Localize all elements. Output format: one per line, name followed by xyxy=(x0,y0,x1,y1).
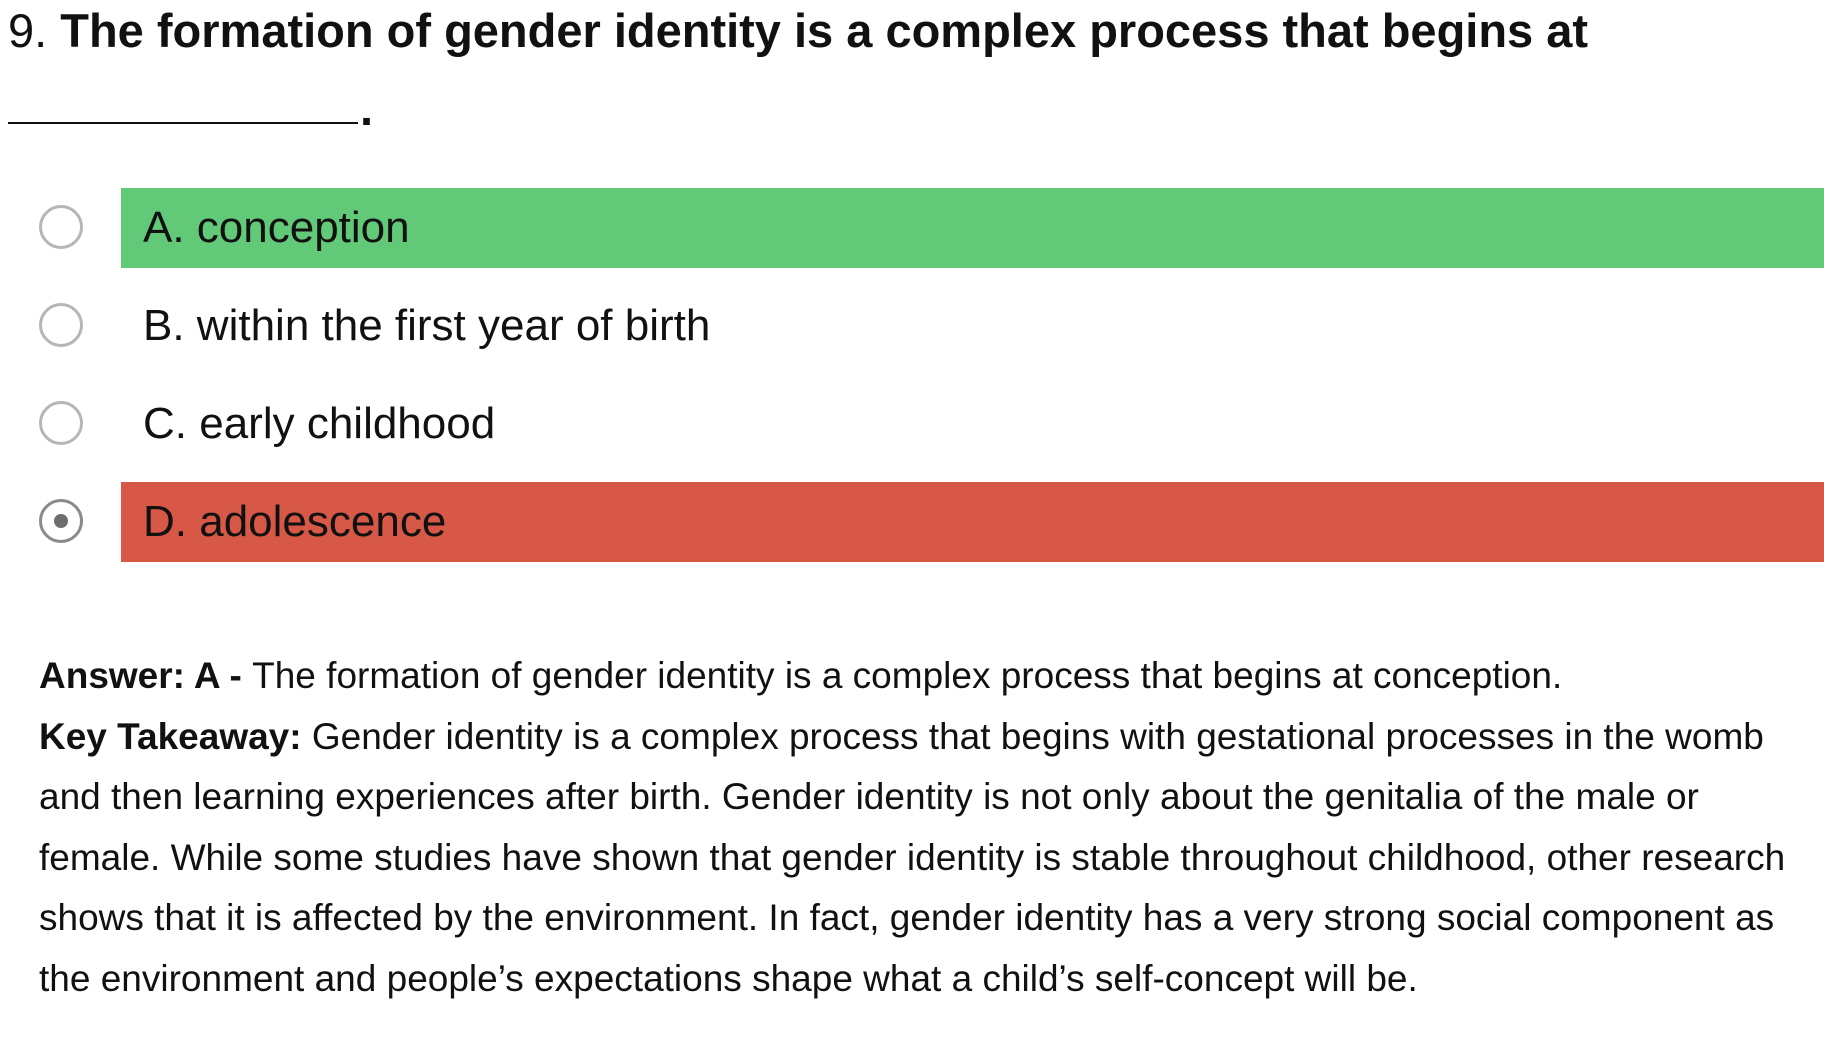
option-d-label[interactable]: D. adolescence xyxy=(143,497,447,546)
takeaway-text: Gender identity is a complex process tha… xyxy=(39,715,1786,999)
option-c-label[interactable]: C. early childhood xyxy=(143,399,496,448)
radio-option-c[interactable] xyxy=(39,401,83,445)
radio-option-a[interactable] xyxy=(39,205,83,249)
option-d-wrong-highlight xyxy=(121,482,1824,562)
question-period: . xyxy=(360,82,374,135)
question-number: 9. xyxy=(8,4,61,57)
answer-text: The formation of gender identity is a co… xyxy=(252,655,1563,696)
radio-option-b[interactable] xyxy=(39,303,83,347)
option-a-correct-highlight xyxy=(121,188,1824,268)
option-a-label[interactable]: A. conception xyxy=(143,203,410,252)
question-text: The formation of gender identity is a co… xyxy=(60,4,1589,57)
answer-blank-line xyxy=(8,122,358,124)
radio-selected-dot-icon xyxy=(54,514,68,528)
option-a[interactable]: A. conception xyxy=(0,188,1824,268)
option-b[interactable]: B. within the first year of birth xyxy=(0,286,1824,366)
radio-option-d-selected[interactable] xyxy=(39,499,83,543)
option-c[interactable]: C. early childhood xyxy=(0,384,1824,464)
question: 9. The formation of gender identity is a… xyxy=(8,0,1798,62)
option-d[interactable]: D. adolescence xyxy=(0,482,1824,562)
answer-prefix: Answer: A - xyxy=(39,655,253,696)
takeaway-prefix: Key Takeaway: xyxy=(39,715,312,757)
explanation: Answer: A - The formation of gender iden… xyxy=(39,646,1819,1009)
option-b-label[interactable]: B. within the first year of birth xyxy=(143,301,711,350)
